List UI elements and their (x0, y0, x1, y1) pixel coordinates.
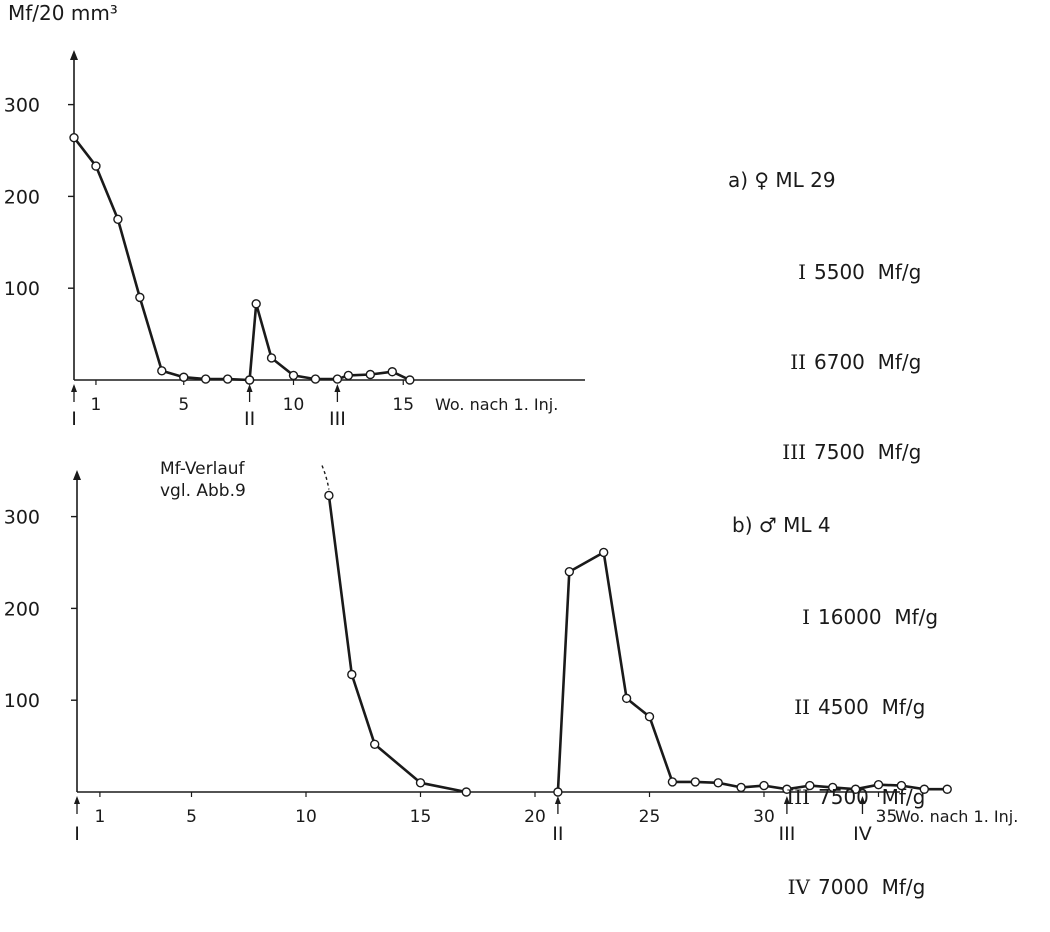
panel-b-injection-label: III (778, 823, 795, 845)
panel-a-data-point (113, 214, 123, 225)
panel-a-data-point (343, 370, 354, 381)
panel-b-legend-row-2: II 4500 Mf/g (794, 695, 926, 719)
panel-b-y-tick-label: 200 (4, 598, 40, 620)
panel-b-x-axis-title: Wo. nach 1. Inj. (895, 807, 1018, 826)
panel-a-injection-label: II (244, 408, 255, 430)
panel-b-data-point (370, 739, 380, 749)
panel-b-x-tick-label: 5 (186, 807, 197, 827)
panel-a-data-point (365, 369, 376, 380)
panel-b-data-point (667, 777, 678, 787)
panel-a-data-point (288, 370, 299, 381)
panel-b-x-tick-label: 1 (94, 807, 105, 827)
panel-a-y-tick-label: 300 (4, 95, 40, 117)
panel-b-legend-row-4: IV 7000 Mf/g (787, 875, 926, 899)
panel-b-injection-arrowhead (554, 796, 561, 804)
panel-b-data-point (461, 787, 471, 797)
panel-a-data-point (405, 375, 415, 385)
panel-b-legend-row-3: III 7500 Mf/g (786, 785, 926, 809)
panel-b-injection-arrowhead (74, 796, 80, 804)
panel-b-data-point (919, 784, 929, 794)
panel-a-injection-label: III (329, 408, 346, 430)
panel-b-data-point (782, 784, 792, 794)
panel-a-injection-arrowhead (246, 384, 253, 392)
panel-b-x-tick-label: 15 (410, 807, 432, 827)
panel-b-x-tick-label: 30 (753, 807, 775, 827)
panel-a-data-point (135, 292, 145, 303)
panel-a-data-point (332, 374, 343, 384)
panel-b-data-point (805, 780, 815, 791)
panel-a-legend-row-3: III 7500 Mf/g (782, 440, 922, 464)
panel-b-injection-arrowhead (859, 796, 866, 804)
panel-a-data-point (157, 366, 167, 376)
panel-b-data-point (736, 782, 746, 793)
panel-b-injection-label: I (74, 823, 80, 845)
panel-a-y-axis-arrow (70, 50, 78, 60)
panel-b-y-tick-label: 100 (4, 690, 40, 712)
panel-b-y-tick-label: 300 (4, 507, 40, 529)
panel-a-x-tick-label: 1 (91, 395, 102, 415)
panel-a-data-point (310, 374, 321, 384)
panel-a-series-line (72, 136, 250, 382)
panel-a-x-tick-label: 15 (392, 395, 414, 415)
panel-a-legend-title: a) ♀ ML 29 (728, 168, 836, 192)
panel-b-injection-label: II (552, 823, 563, 845)
panel-a-data-point (266, 353, 277, 363)
panel-a-x-axis-title: Wo. nach 1. Inj. (435, 395, 558, 414)
panel-a-data-point (200, 374, 211, 384)
panel-b-y-axis-arrow (73, 470, 81, 480)
panel-a-data-point (244, 375, 255, 385)
panel-b-legend-row-1: I 16000 Mf/g (802, 605, 939, 629)
panel-b-x-tick-label: 35 (876, 807, 898, 827)
panel-a-data-point (222, 374, 233, 384)
panel-b-dashed-continuation (321, 465, 330, 490)
panel-a-injection-arrowhead (71, 384, 77, 392)
panel-a-y-tick-label: 100 (4, 278, 40, 300)
panel-b-legend-title: b) ♂ ML 4 (732, 513, 831, 537)
panel-b-injection-arrowhead (783, 796, 790, 804)
panel-b-data-point (324, 490, 334, 501)
panel-b-data-point (564, 566, 575, 577)
panel-a-data-point (387, 367, 397, 377)
panel-b-data-point (942, 784, 952, 794)
panel-b-injection-label: IV (853, 823, 872, 845)
panel-b-legend: b) ♂ ML 4 I 16000 Mf/g II 4500 Mf/g III 750… (732, 450, 939, 932)
panel-b-x-tick-label: 25 (639, 807, 661, 827)
panel-b-data-point (828, 782, 838, 793)
y-axis-unit-label: Mf/20 mm³ (8, 1, 118, 25)
panel-b-data-point (644, 712, 655, 722)
panel-a-data-point (91, 161, 101, 171)
panel-b-data-point (415, 778, 426, 788)
panel-b-data-point (621, 693, 632, 704)
panel-b-data-point (759, 780, 769, 791)
panel-b-data-point (713, 778, 723, 788)
panel-a-legend-row-2: II 6700 Mf/g (790, 350, 922, 374)
panel-a-y-tick-label: 200 (4, 186, 40, 208)
panel-a-data-point (69, 132, 79, 143)
panel-b-data-point (873, 779, 884, 790)
panel-a-injection-arrowhead (334, 384, 341, 392)
panel-a-legend-row-1: I 5500 Mf/g (798, 260, 922, 284)
panel-a-x-tick-label: 5 (178, 395, 189, 415)
panel-a-legend: a) ♀ ML 29 I 5500 Mf/g II 6700 Mf/g III 750… (728, 105, 922, 497)
panel-b-data-point (896, 780, 907, 791)
panel-b-data-point (347, 669, 357, 680)
panel-b-annotation-line-2: vgl. Abb.9 (160, 481, 246, 501)
panel-b-series-line (327, 495, 467, 794)
panel-a-series-line (248, 302, 411, 382)
panel-b-x-tick-label: 20 (524, 807, 546, 827)
panel-a-x-tick-label: 10 (283, 395, 305, 415)
panel-b-annotation: Mf-Verlauf vgl. Abb.9 (160, 458, 246, 502)
panel-b-data-point (690, 777, 700, 787)
panel-a-injection-label: I (71, 408, 77, 430)
panel-b-x-tick-label: 10 (295, 807, 317, 827)
panel-b-data-point (850, 784, 861, 794)
panel-a-data-point (251, 299, 261, 309)
panel-b-data-point (599, 547, 609, 558)
panel-b-annotation-line-1: Mf-Verlauf (160, 459, 245, 479)
panel-a-data-point (179, 372, 189, 382)
panel-b-data-point (553, 787, 563, 797)
